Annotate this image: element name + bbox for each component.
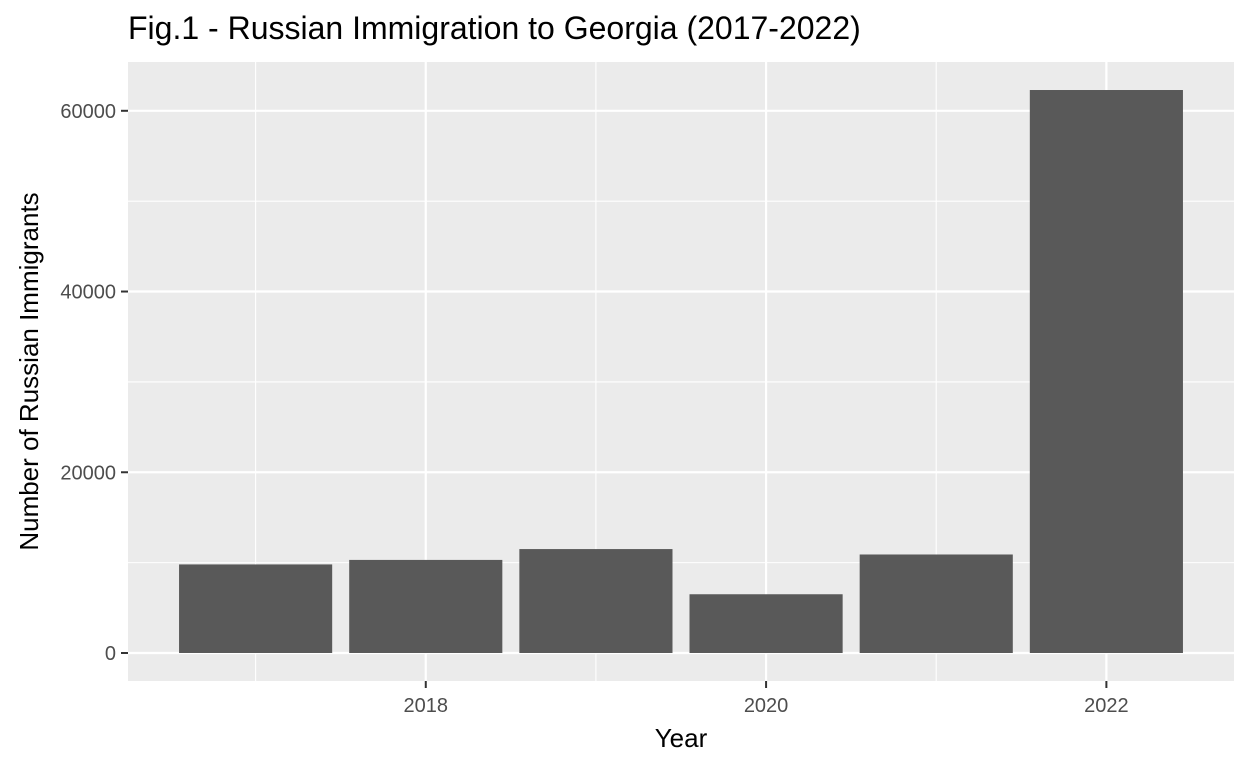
y-tick-label: 60000 <box>60 101 116 123</box>
bar-2017 <box>179 564 333 653</box>
y-axis-title: Number of Russian Immigrants <box>14 192 44 550</box>
bar-2020 <box>689 594 843 653</box>
y-axis: 0 20000 40000 60000 <box>60 101 128 665</box>
bar-2018 <box>349 559 503 653</box>
y-tick-label: 40000 <box>60 282 116 304</box>
bar-2022 <box>1029 90 1183 653</box>
y-tick-label: 20000 <box>60 462 116 484</box>
chart-title: Fig.1 - Russian Immigration to Georgia (… <box>128 10 861 46</box>
x-tick-label: 2022 <box>1084 695 1129 717</box>
x-tick-label: 2020 <box>744 695 789 717</box>
x-axis-title: Year <box>655 723 708 753</box>
y-tick-label: 0 <box>105 643 116 665</box>
x-axis: 2018 2020 2022 <box>404 681 1129 717</box>
x-tick-label: 2018 <box>404 695 449 717</box>
bars <box>179 90 1183 653</box>
bar-2019 <box>519 549 673 653</box>
bar-2021 <box>859 554 1013 653</box>
